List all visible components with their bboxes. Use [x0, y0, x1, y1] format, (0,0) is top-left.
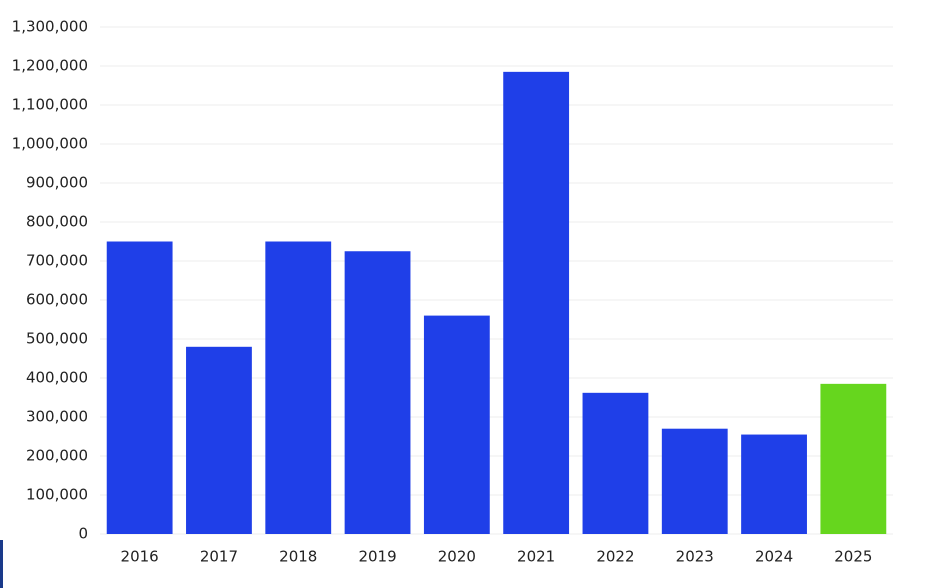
y-tick-label: 1,300,000	[12, 18, 88, 36]
bar	[661, 428, 728, 534]
edge-mark	[0, 540, 3, 588]
bar	[186, 346, 252, 534]
x-tick-label: 2018	[279, 548, 317, 566]
x-tick-label: 2024	[755, 548, 793, 566]
y-tick-label: 700,000	[26, 252, 88, 270]
y-tick-label: 800,000	[26, 213, 88, 231]
x-tick-label: 2025	[834, 548, 872, 566]
x-tick-label: 2021	[517, 548, 555, 566]
bar	[503, 71, 570, 534]
bar	[820, 383, 887, 534]
x-tick-label: 2020	[438, 548, 476, 566]
x-tick-label: 2019	[358, 548, 396, 566]
y-tick-label: 1,000,000	[12, 135, 88, 153]
bar	[423, 315, 490, 534]
y-tick-label: 1,200,000	[12, 57, 88, 75]
y-tick-label: 0	[78, 525, 88, 543]
bar	[741, 434, 807, 534]
bar	[582, 392, 649, 534]
y-tick-label: 1,100,000	[12, 96, 88, 114]
x-tick-label: 2016	[121, 548, 159, 566]
y-tick-label: 500,000	[26, 330, 88, 348]
y-tick-label: 900,000	[26, 174, 88, 192]
y-tick-label: 600,000	[26, 291, 88, 309]
y-tick-label: 300,000	[26, 408, 88, 426]
bar	[344, 251, 411, 534]
x-tick-label: 2023	[676, 548, 714, 566]
bar	[106, 241, 173, 534]
bar	[265, 241, 332, 534]
x-tick-label: 2022	[596, 548, 634, 566]
y-tick-label: 400,000	[26, 369, 88, 387]
y-tick-label: 100,000	[26, 486, 88, 504]
x-tick-label: 2017	[200, 548, 238, 566]
y-tick-label: 200,000	[26, 447, 88, 465]
